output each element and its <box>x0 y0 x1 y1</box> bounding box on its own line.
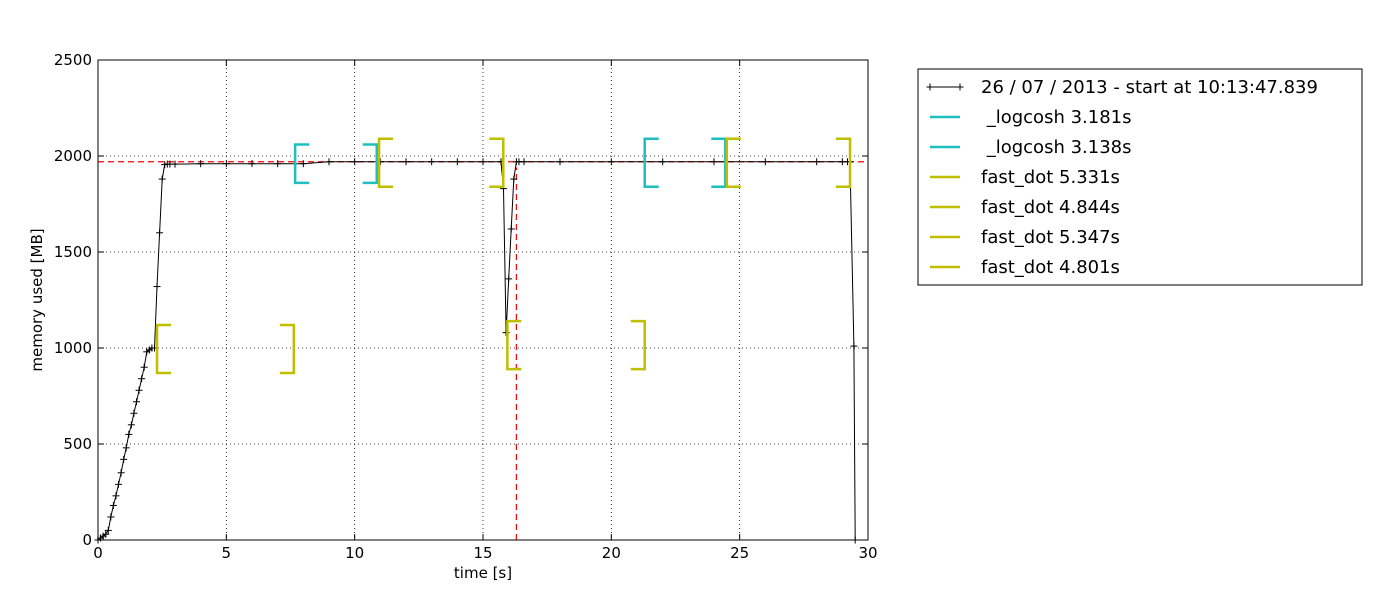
memory-data-point <box>510 175 518 183</box>
memory-data-point <box>117 469 125 477</box>
interval-start <box>155 323 172 375</box>
interval-start <box>377 137 394 188</box>
interval-bracket <box>377 137 505 188</box>
memory-data-point <box>135 386 143 394</box>
memory-data-point <box>659 158 667 166</box>
axis-ticks: 0 5 10 15 20 25 30 0 500 1000 1500 2000 2500 <box>54 51 878 562</box>
memory-data-point <box>127 421 135 429</box>
interval-start <box>506 319 522 371</box>
legend-box <box>917 68 1363 286</box>
y-tick-label: 0 <box>82 531 92 549</box>
legend-label: fast_dot 5.347s <box>981 227 1120 248</box>
grid-lines <box>98 60 868 540</box>
memory-data-point <box>402 158 410 166</box>
memory-data-point <box>171 160 179 168</box>
interval-end <box>362 143 378 185</box>
interval-bracket <box>725 137 852 188</box>
interval-start <box>643 137 659 188</box>
legend-entry: _logcosh 3.181s <box>930 107 1132 128</box>
memory-data-point <box>102 530 110 538</box>
memory-data-point <box>115 480 123 488</box>
legend-label: _logcosh 3.138s <box>981 137 1132 158</box>
memory-data-point <box>197 160 205 168</box>
interval-start <box>725 137 741 188</box>
memory-data-point <box>248 160 256 168</box>
memory-data-point <box>153 283 161 291</box>
memory-data-point <box>120 455 128 463</box>
y-tick-label: 2500 <box>54 51 92 69</box>
memory-data-point <box>507 225 515 233</box>
memory-data-point <box>761 158 769 166</box>
legend-label: _logcosh 3.181s <box>981 107 1132 128</box>
legend-entry: fast_dot 4.801s <box>930 257 1120 278</box>
memory-data-point <box>109 501 117 509</box>
y-tick-label: 1500 <box>54 243 92 261</box>
y-axis-label: memory used [MB] <box>28 228 46 371</box>
memory-data-point <box>222 160 230 168</box>
interval-end <box>279 323 296 375</box>
memory-data-point <box>299 160 307 168</box>
memory-data-point <box>428 158 436 166</box>
x-tick-label: 20 <box>602 544 621 562</box>
legend-entry: fast_dot 5.347s <box>930 227 1120 248</box>
memory-data-point <box>158 175 166 183</box>
y-tick-label: 500 <box>63 435 92 453</box>
legend-label: 26 / 07 / 2013 - start at 10:13:47.839 <box>981 77 1318 98</box>
memory-data-point <box>505 275 513 283</box>
interval-end <box>630 319 646 371</box>
plot-data <box>94 158 859 544</box>
interval-end <box>489 137 505 188</box>
memory-data-point <box>520 158 528 166</box>
memory-data-point <box>122 444 130 452</box>
memory-data-point <box>133 398 140 406</box>
memory-data-point <box>104 526 112 534</box>
memory-data-point <box>813 158 821 166</box>
memory-data-point <box>351 158 359 166</box>
y-tick-label: 2000 <box>54 147 92 165</box>
x-tick-label: 25 <box>730 544 749 562</box>
memory-data-point <box>325 158 333 166</box>
interval-start <box>293 143 310 185</box>
memory-data-point <box>156 229 164 237</box>
memory-data-point <box>556 158 564 166</box>
x-tick-label: 15 <box>473 544 492 562</box>
memory-data-point <box>710 158 718 166</box>
interval-end <box>836 137 852 188</box>
legend-label: fast_dot 4.844s <box>981 197 1120 218</box>
legend: 26 / 07 / 2013 - start at 10:13:47.839 _… <box>917 68 1363 286</box>
memory-data-point <box>453 158 461 166</box>
legend-entry: fast_dot 4.844s <box>930 197 1120 218</box>
legend-label: fast_dot 4.801s <box>981 257 1120 278</box>
memory-data-point <box>850 342 858 350</box>
x-tick-label: 30 <box>858 544 877 562</box>
x-tick-label: 5 <box>222 544 232 562</box>
memory-data-point <box>112 492 120 500</box>
legend-entry: _logcosh 3.138s <box>930 137 1132 158</box>
legend-label: fast_dot 5.331s <box>981 167 1120 188</box>
memory-data-point <box>140 363 148 371</box>
legend-entry: fast_dot 5.331s <box>930 167 1120 188</box>
interval-bracket <box>643 137 727 188</box>
interval-end <box>711 137 727 188</box>
memory-series-line <box>97 161 856 541</box>
memory-data-point <box>125 430 133 438</box>
legend-entry: 26 / 07 / 2013 - start at 10:13:47.839 <box>926 77 1318 98</box>
interval-bracket <box>293 143 378 185</box>
function-intervals <box>155 137 852 375</box>
x-tick-label: 10 <box>345 544 364 562</box>
memory-data-point <box>479 158 487 166</box>
memory-data-point <box>138 375 146 383</box>
x-tick-label: 0 <box>93 544 103 562</box>
memory-data-point <box>107 513 115 521</box>
memory-data-point <box>274 160 282 168</box>
memory-data-point <box>607 158 615 166</box>
y-tick-label: 1000 <box>54 339 92 357</box>
interval-bracket <box>155 323 296 375</box>
x-axis-label: time [s] <box>454 564 512 582</box>
memory-data-point <box>130 409 138 417</box>
interval-bracket <box>506 319 646 371</box>
reference-lines <box>98 161 868 540</box>
